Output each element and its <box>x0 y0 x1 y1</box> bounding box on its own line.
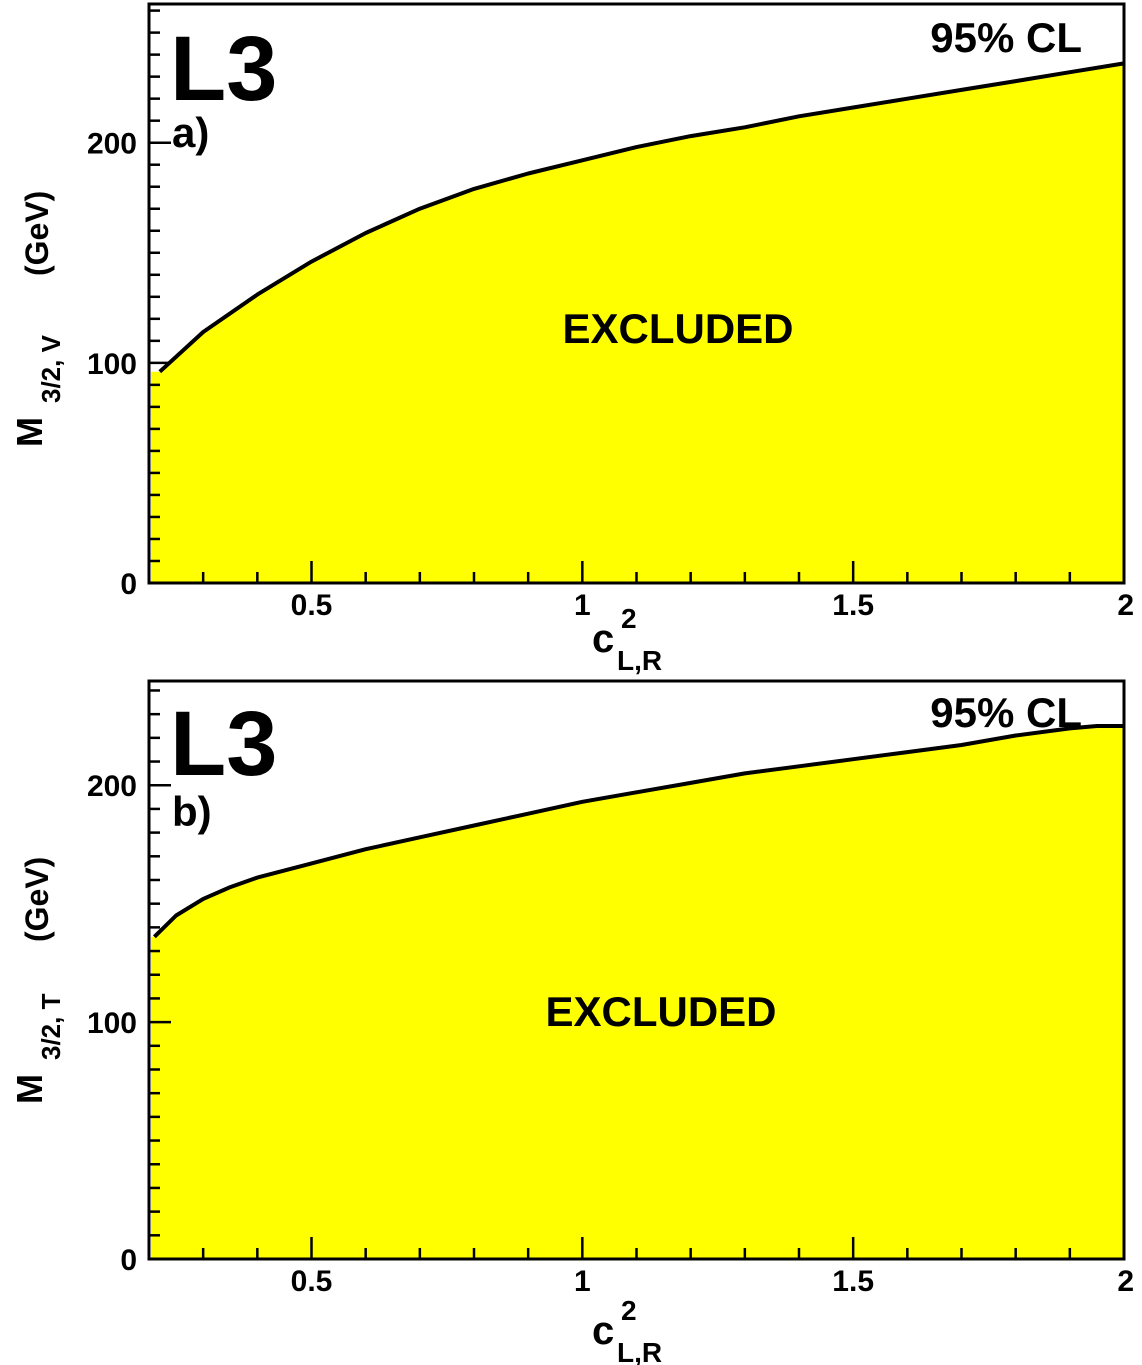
ticks-a: 0.5 1 1.5 2 0 100 200 <box>87 9 1134 622</box>
excluded-region-b <box>151 726 1124 1259</box>
x-tick-label-b: 1 <box>574 1265 591 1298</box>
panel-label-b: b) <box>172 788 212 835</box>
ylabel-unit-b: (GeV) <box>19 857 55 942</box>
y-tick-label-b: 200 <box>87 770 137 803</box>
panel-b: 0.5 1 1.5 2 0 100 200 L3 b) 95% CL EXCLUDED M … <box>9 679 1134 1365</box>
y-tick-label-b: 0 <box>120 1244 137 1277</box>
xlabel-main-a: c <box>592 617 614 661</box>
panel-label-a: a) <box>172 109 209 156</box>
ylabel-main-b: M <box>9 1074 50 1104</box>
ylabel-sub-a: 3/2, V <box>36 334 66 403</box>
ticks-b: 0.5 1 1.5 2 0 100 200 <box>87 689 1134 1298</box>
xlabel-sup-b: 2 <box>621 1295 637 1326</box>
x-tick-label-a: 1.5 <box>832 589 874 622</box>
xlabel-sub-a: L,R <box>617 645 662 676</box>
xlabel-main-b: c <box>592 1309 614 1353</box>
y-axis-label-a: M 3/2, V (GeV) <box>9 191 66 447</box>
y-tick-label-a: 100 <box>87 348 137 381</box>
x-tick-label-b: 1.5 <box>832 1265 874 1298</box>
confidence-label-a: 95% CL <box>930 14 1082 61</box>
panel-a: 0.5 1 1.5 2 0 100 200 L3 a) 95% CL EXCLUDED M … <box>9 2 1134 676</box>
x-axis-label-b: c 2 L,R <box>592 1295 662 1365</box>
y-tick-label-a: 200 <box>87 128 137 161</box>
ylabel-main-a: M <box>9 417 50 447</box>
x-tick-label-b: 2 <box>1117 1265 1134 1298</box>
excluded-label-b: EXCLUDED <box>545 988 776 1035</box>
excluded-label-a: EXCLUDED <box>562 305 793 352</box>
confidence-label-b: 95% CL <box>930 689 1082 736</box>
x-tick-label-a: 2 <box>1117 589 1134 622</box>
l3-logo-a: L3 <box>170 18 277 120</box>
l3-logo-b: L3 <box>170 693 277 795</box>
x-tick-label-a: 1 <box>574 589 591 622</box>
y-tick-label-b: 100 <box>87 1007 137 1040</box>
limit-curve-a <box>158 61 1125 374</box>
y-axis-label-b: M 3/2, T (GeV) <box>9 857 66 1104</box>
x-axis-label-a: c 2 L,R <box>592 603 662 676</box>
ylabel-unit-a: (GeV) <box>19 191 55 276</box>
y-tick-label-a: 0 <box>120 568 137 601</box>
xlabel-sup-a: 2 <box>621 603 637 634</box>
x-tick-label-b: 0.5 <box>291 1265 333 1298</box>
ylabel-sub-b: 3/2, T <box>36 993 66 1060</box>
xlabel-sub-b: L,R <box>617 1337 662 1365</box>
x-tick-label-a: 0.5 <box>291 589 333 622</box>
excluded-region-a <box>151 63 1124 583</box>
limit-curve-b <box>152 724 1124 939</box>
